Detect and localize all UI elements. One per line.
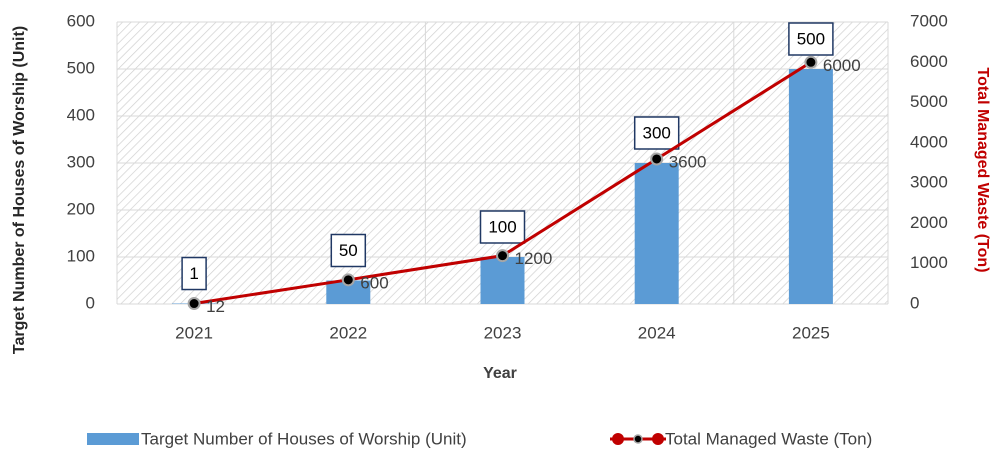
legend-marker (612, 433, 624, 445)
y-tick-label: 400 (67, 105, 95, 124)
y-axis-label: Target Number of Houses of Worship (Unit… (11, 26, 28, 354)
x-tick-label: 2021 (175, 323, 213, 342)
x-tick-label: 2024 (638, 323, 676, 342)
x-tick-label: 2022 (329, 323, 367, 342)
y-tick-label: 0 (86, 293, 95, 312)
data-label: 100 (488, 217, 516, 236)
data-label: 1 (189, 264, 198, 283)
y-tick-label: 600 (67, 11, 95, 30)
y2-tick-label: 0 (910, 293, 919, 312)
x-tick-label: 2025 (792, 323, 830, 342)
line-marker (341, 273, 355, 287)
data-label: 500 (797, 29, 825, 48)
y2-tick-label: 1000 (910, 253, 948, 272)
legend-swatch (87, 433, 139, 445)
bar (326, 280, 371, 304)
y2-tick-label: 7000 (910, 11, 948, 30)
data-label: 3600 (669, 152, 707, 171)
data-label: 12 (206, 297, 225, 316)
y-tick-label: 200 (67, 199, 95, 218)
x-axis-label: Year (483, 365, 517, 382)
x-tick-label: 2023 (484, 323, 522, 342)
data-label-box (633, 116, 680, 150)
data-label: 300 (643, 123, 671, 142)
y2-axis-label: Total Managed Waste (Ton) (974, 67, 991, 272)
y2-tick-label: 5000 (910, 92, 948, 111)
y-tick-label: 300 (67, 152, 95, 171)
legend-marker (652, 433, 664, 445)
y-tick-label: 100 (67, 246, 95, 265)
line-marker (496, 249, 509, 263)
legend-label: Total Managed Waste (Ton) (665, 429, 872, 448)
data-label: 6000 (823, 56, 861, 75)
data-label-box (479, 210, 526, 244)
data-label: 600 (360, 273, 388, 292)
y2-tick-label: 3000 (910, 173, 948, 192)
legend-marker (633, 434, 643, 444)
line-marker (650, 152, 664, 166)
data-label: 1200 (515, 249, 553, 268)
y2-tick-label: 2000 (910, 213, 948, 232)
bar (480, 257, 525, 304)
data-label-box (330, 233, 367, 268)
data-label-box (788, 22, 834, 56)
y2-tick-label: 4000 (910, 132, 948, 151)
y-tick-label: 500 (67, 58, 95, 77)
data-label-box (181, 256, 207, 291)
bar (634, 163, 679, 304)
line-marker (804, 55, 818, 69)
bar (788, 69, 833, 304)
y2-tick-label: 6000 (910, 52, 948, 71)
line-marker (187, 297, 201, 311)
data-label: 50 (339, 241, 358, 260)
legend-label: Target Number of Houses of Worship (Unit… (141, 429, 467, 448)
